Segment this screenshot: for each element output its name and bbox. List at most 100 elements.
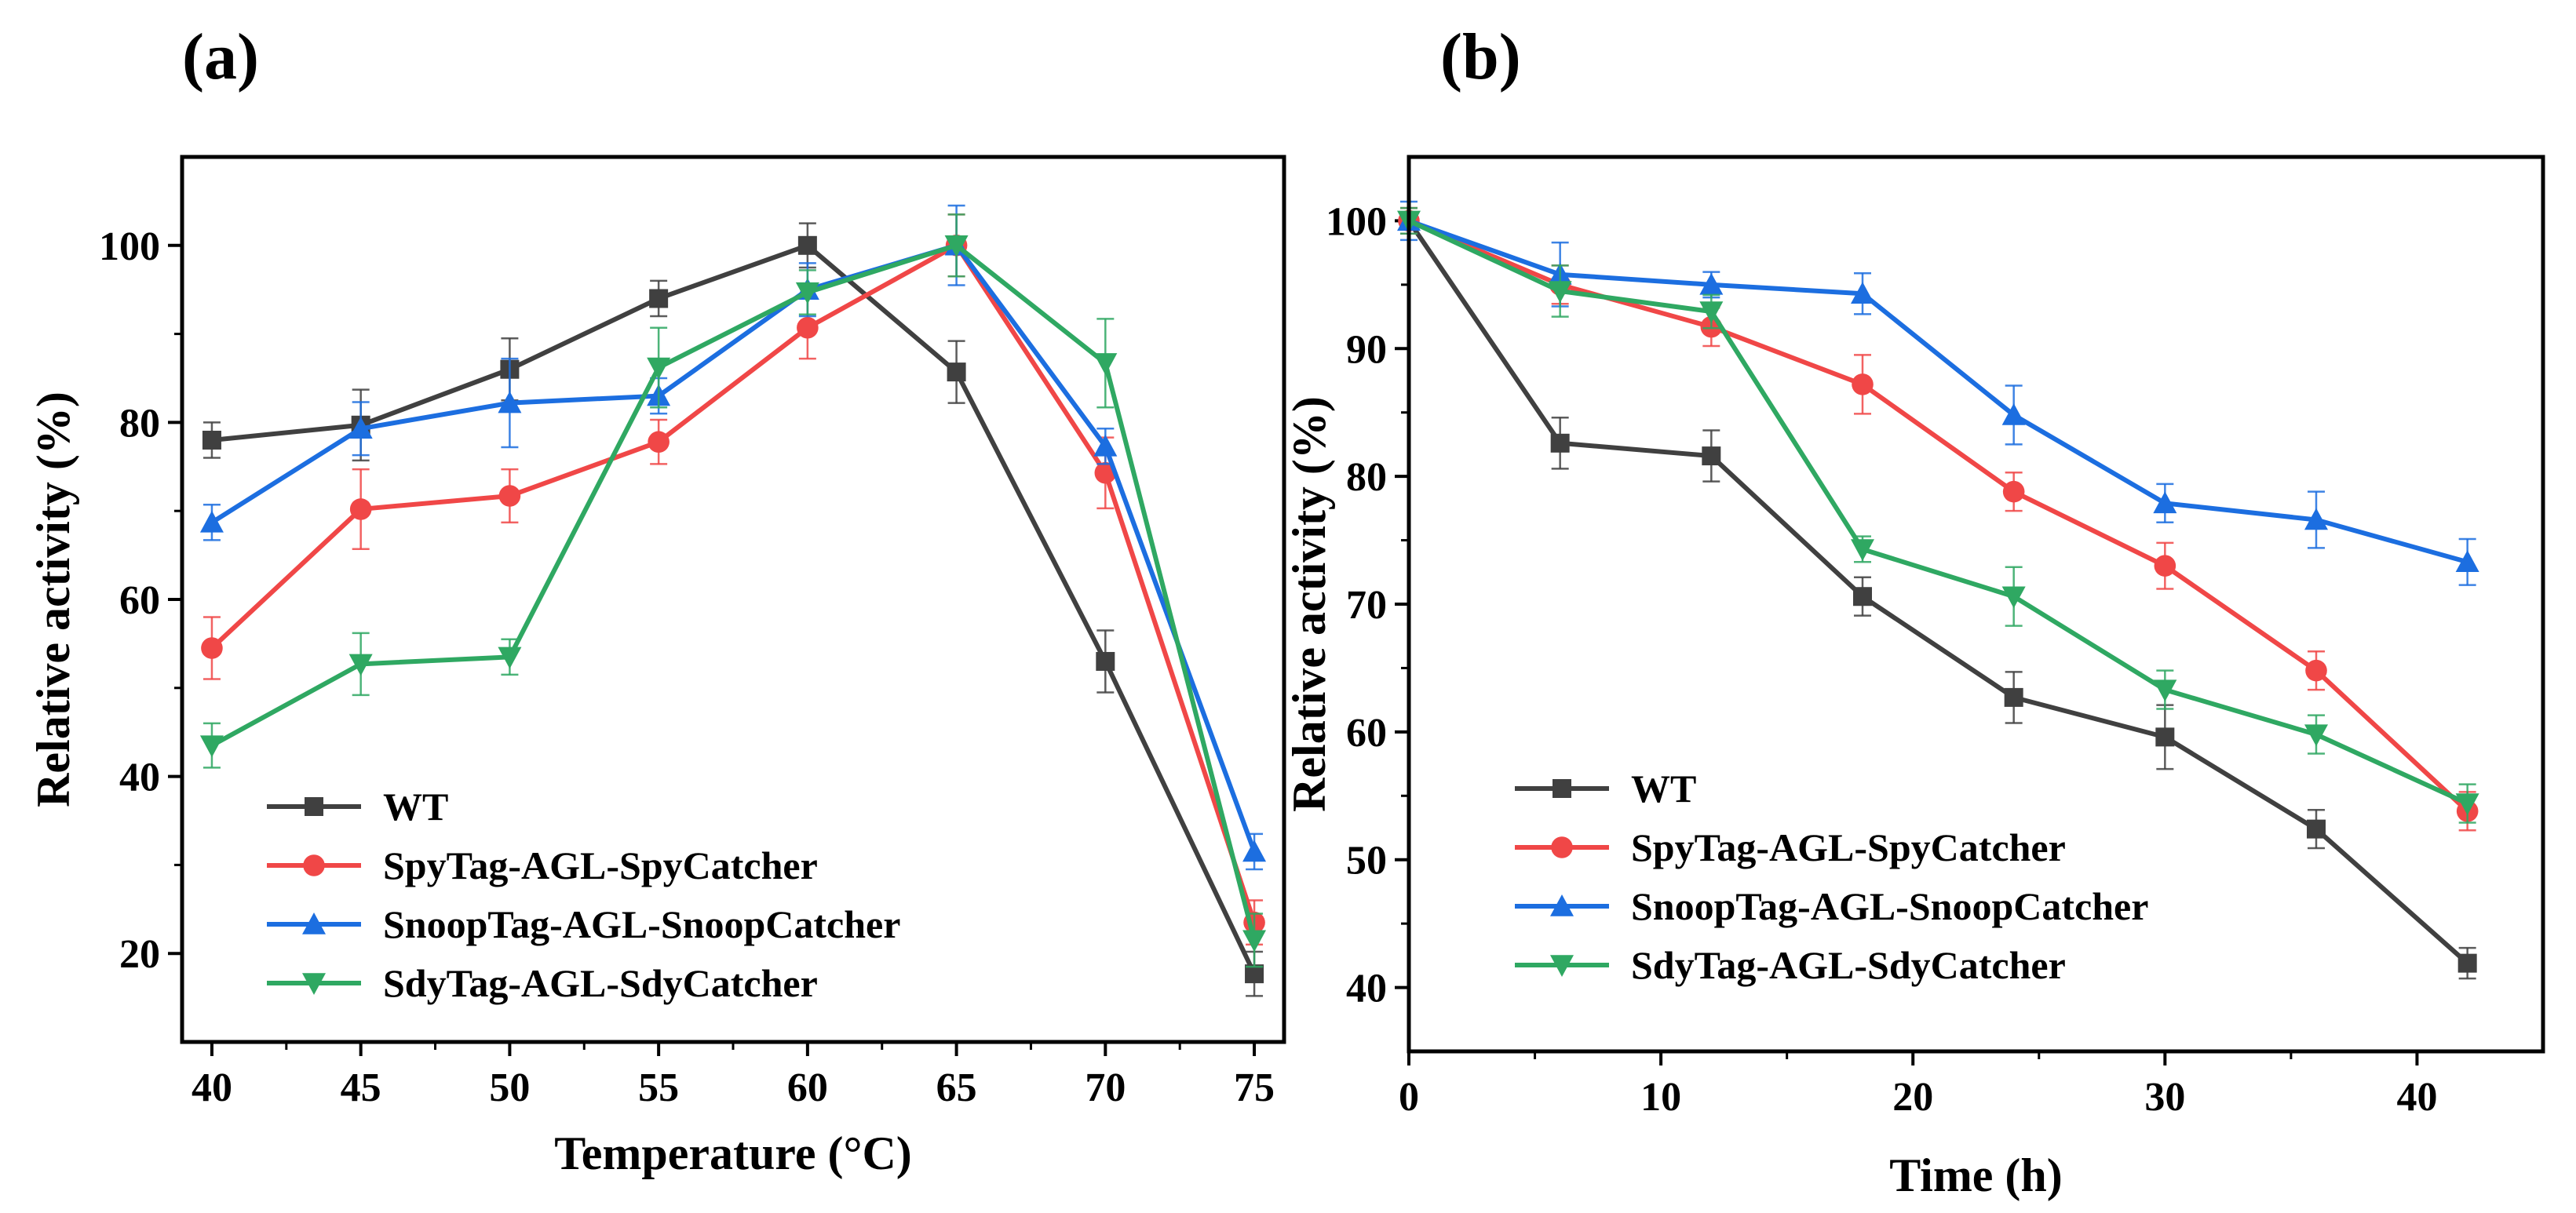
panel-b: (b) 0 10 20 30 40 40 50 60 70 80 90 100 Time (h) Re… xyxy=(1283,20,2545,1201)
data-point xyxy=(2004,687,2023,707)
legend-item: SdyTag-AGL-SdyCatcher xyxy=(1515,943,2066,987)
data-point xyxy=(202,430,221,450)
data-point xyxy=(2001,403,2026,425)
data-point xyxy=(1242,930,1267,953)
legend-item: WT xyxy=(1515,767,1696,810)
data-point xyxy=(649,289,669,308)
data-point xyxy=(201,637,223,659)
data-point xyxy=(2001,586,2026,609)
data-point xyxy=(2305,659,2327,682)
x-tick-label: 0 xyxy=(1399,1075,1419,1120)
series-line xyxy=(1407,218,2469,814)
series-line xyxy=(210,242,1257,923)
series-line xyxy=(210,242,1257,853)
legend-item: SdyTag-AGL-SdyCatcher xyxy=(267,961,818,1005)
data-point xyxy=(647,357,671,380)
data-point xyxy=(1550,433,1570,453)
series-SdyTag-AGL-SdyCatcher xyxy=(199,213,1267,968)
legend-marker xyxy=(1551,836,1573,858)
data-point xyxy=(1851,539,1874,561)
legend-label: WT xyxy=(1631,767,1696,810)
y-tick-label: 80 xyxy=(119,401,160,446)
data-point xyxy=(1093,434,1118,457)
series-SnoopTag-AGL-SnoopCatcher xyxy=(1397,200,2479,586)
legend-marker xyxy=(1550,894,1574,916)
data-point xyxy=(2304,724,2328,747)
legend-label: WT xyxy=(383,785,448,829)
data-point xyxy=(947,362,966,382)
data-point xyxy=(199,735,224,758)
data-point xyxy=(797,235,817,255)
y-tick-label: 60 xyxy=(1346,711,1387,756)
legend-item: WT xyxy=(267,785,448,829)
legend-label: SnoopTag-AGL-SnoopCatcher xyxy=(383,902,900,946)
data-point xyxy=(2455,793,2479,816)
legend-item: SpyTag-AGL-SpyCatcher xyxy=(267,843,818,887)
x-tick-label: 75 xyxy=(1234,1065,1275,1110)
x-tick-label: 55 xyxy=(638,1065,679,1110)
data-point xyxy=(944,235,969,257)
data-point xyxy=(1853,587,1872,606)
x-tick-label: 30 xyxy=(2144,1075,2185,1120)
data-point xyxy=(199,510,224,533)
panel-a-label: (a) xyxy=(182,20,259,93)
data-point xyxy=(349,498,372,520)
panel-b-label: (b) xyxy=(1440,20,1521,93)
y-tick-label: 40 xyxy=(119,756,160,800)
panel-a-ticks: 40 45 50 55 60 65 70 75 20 40 60 80 100 xyxy=(99,224,1275,1110)
legend-label: SpyTag-AGL-SpyCatcher xyxy=(1631,825,2066,869)
y-tick-label: 70 xyxy=(1346,583,1387,628)
data-point xyxy=(795,282,819,304)
data-point xyxy=(1851,282,1874,304)
data-point xyxy=(498,485,521,507)
x-tick-label: 70 xyxy=(1085,1065,1126,1110)
y-tick-label: 90 xyxy=(1346,327,1387,372)
data-point xyxy=(1242,840,1267,862)
legend-marker xyxy=(302,973,326,995)
legend-label: SnoopTag-AGL-SnoopCatcher xyxy=(1631,884,2148,928)
data-point xyxy=(2457,953,2477,973)
series-line xyxy=(211,242,1257,975)
legend-marker xyxy=(1550,955,1574,977)
legend-marker xyxy=(302,912,326,934)
legend-marker xyxy=(305,797,323,816)
x-tick-label: 50 xyxy=(489,1065,530,1110)
legend-marker xyxy=(303,854,325,876)
y-tick-label: 100 xyxy=(99,224,160,269)
data-point xyxy=(2304,508,2328,530)
series-line xyxy=(210,242,1257,942)
x-tick-label: 40 xyxy=(2396,1075,2437,1120)
y-tick-label: 60 xyxy=(119,578,160,623)
x-tick-label: 40 xyxy=(192,1065,232,1110)
legend-item: SpyTag-AGL-SpyCatcher xyxy=(1515,825,2066,869)
panel-b-legend: WT SpyTag-AGL-SpyCatcher SnoopTag-AGL-Snoo… xyxy=(1515,767,2148,987)
y-tick-label: 100 xyxy=(1326,199,1387,244)
data-point xyxy=(1852,373,1874,395)
x-tick-label: 65 xyxy=(936,1065,977,1110)
data-point xyxy=(2155,727,2175,747)
legend-item: SnoopTag-AGL-SnoopCatcher xyxy=(1515,884,2148,928)
legend-item: SnoopTag-AGL-SnoopCatcher xyxy=(267,902,900,946)
x-tick-label: 20 xyxy=(1892,1075,1933,1120)
panel-a-y-axis-label: Relative activity (%) xyxy=(27,392,79,807)
data-point xyxy=(2307,819,2326,839)
legend-label: SdyTag-AGL-SdyCatcher xyxy=(1631,943,2066,987)
y-tick-label: 20 xyxy=(119,932,160,977)
panel-b-ticks: 0 10 20 30 40 40 50 60 70 80 90 100 xyxy=(1326,199,2437,1120)
data-point xyxy=(2154,555,2176,577)
data-point xyxy=(348,654,373,676)
x-tick-label: 10 xyxy=(1640,1075,1681,1120)
data-point xyxy=(498,391,522,413)
data-point xyxy=(797,316,819,339)
data-point xyxy=(498,647,522,669)
x-tick-label: 60 xyxy=(787,1065,828,1110)
data-point xyxy=(2153,491,2177,514)
data-point xyxy=(1699,301,1724,324)
y-tick-label: 50 xyxy=(1346,839,1387,883)
panel-b-y-axis-label: Relative activity (%) xyxy=(1283,396,1335,812)
data-point xyxy=(2455,550,2479,573)
data-point xyxy=(1699,272,1724,295)
panel-b-plot-area xyxy=(1397,200,2479,980)
x-tick-label: 45 xyxy=(341,1065,381,1110)
